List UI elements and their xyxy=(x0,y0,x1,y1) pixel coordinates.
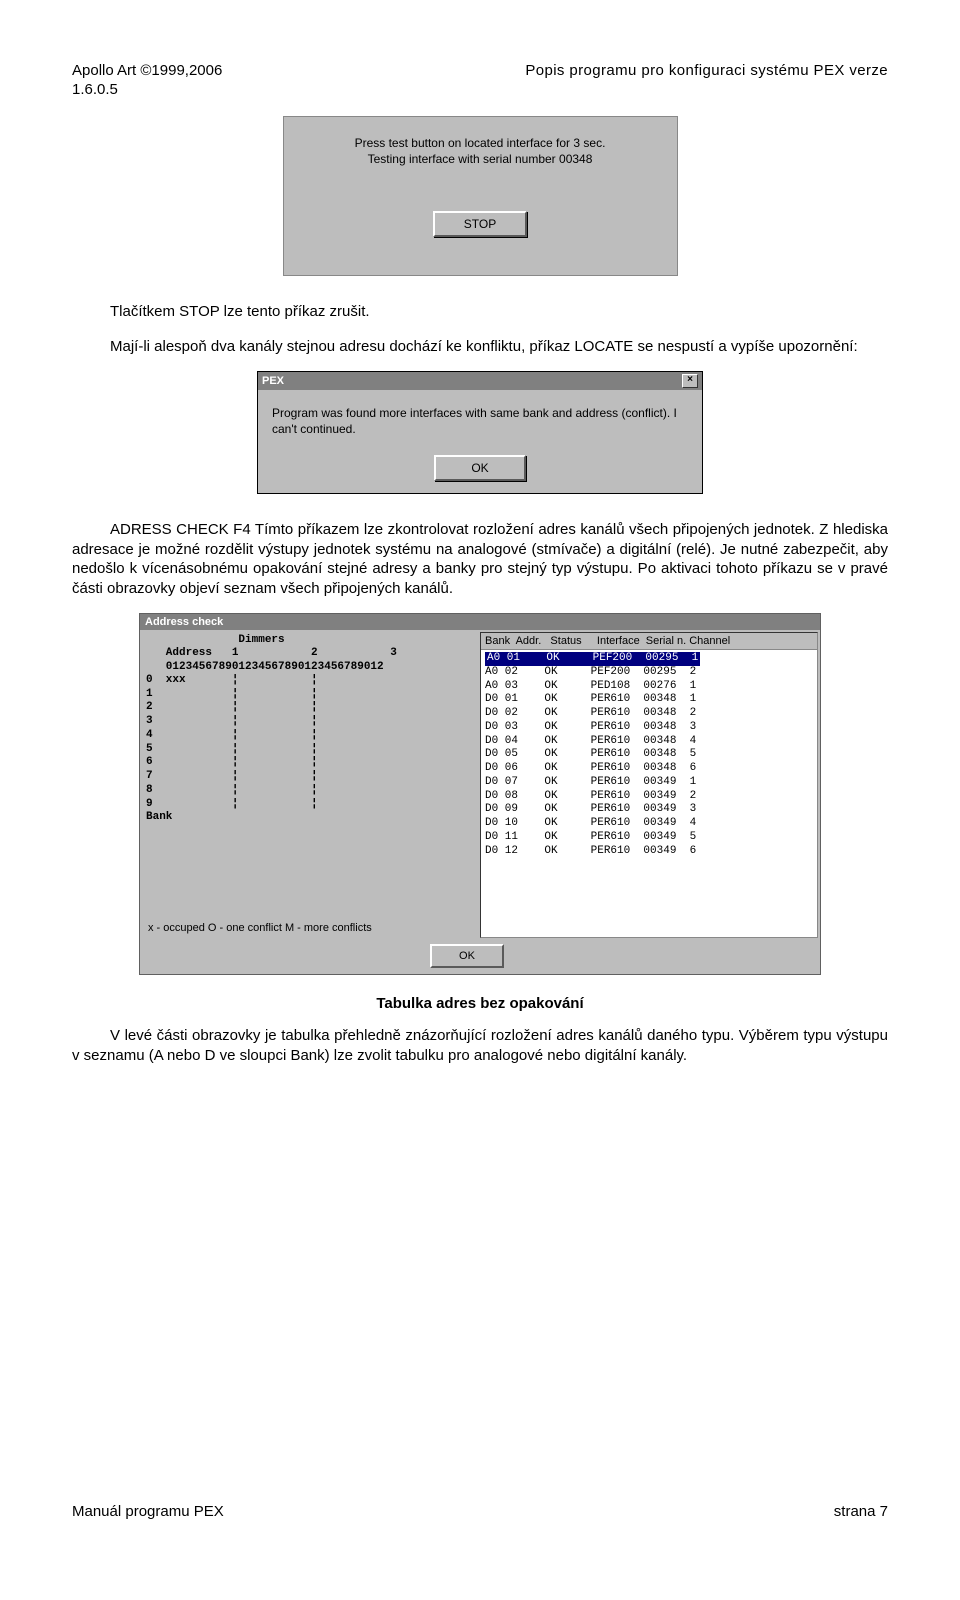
left-head1: Dimmers xyxy=(146,634,474,647)
paragraph-table-desc: V levé části obrazovky je tabulka přehle… xyxy=(72,1026,888,1065)
pex-dialog-body1: Program was found more interfaces with s… xyxy=(272,406,688,422)
list-item[interactable]: D0 11 OK PER610 00349 5 xyxy=(485,831,813,845)
page-header: Apollo Art ©1999,2006 Popis programu pro… xyxy=(72,62,888,79)
stop-button[interactable]: STOP xyxy=(433,211,527,237)
paragraph-adress-check: ADRESS CHECK F4 Tímto příkazem lze zkont… xyxy=(72,520,888,598)
list-item[interactable]: D0 02 OK PER610 00348 2 xyxy=(485,707,813,721)
testing-dialog: Press test button on located interface f… xyxy=(283,116,678,276)
ok-button[interactable]: OK xyxy=(434,455,526,481)
left-grid-row: 1 ¦ ¦ xyxy=(146,688,474,702)
header-copyright: Apollo Art ©1999,2006 xyxy=(72,62,222,79)
address-check-right-panel: Bank Addr. Status Interface Serial n. Ch… xyxy=(480,632,818,938)
left-head2: Address 1 2 3 xyxy=(146,647,474,660)
close-icon[interactable]: × xyxy=(682,374,698,388)
right-header: Bank Addr. Status Interface Serial n. Ch… xyxy=(481,633,817,650)
list-item[interactable]: D0 10 OK PER610 00349 4 xyxy=(485,817,813,831)
address-check-window: Address check Dimmers Address 1 2 3 0123… xyxy=(139,613,821,975)
list-item[interactable]: D0 06 OK PER610 00348 6 xyxy=(485,762,813,776)
list-item[interactable]: D0 05 OK PER610 00348 5 xyxy=(485,748,813,762)
left-grid-row: 8 ¦ ¦ xyxy=(146,784,474,798)
left-grid-row: 7 ¦ ¦ xyxy=(146,770,474,784)
list-item[interactable]: D0 04 OK PER610 00348 4 xyxy=(485,735,813,749)
list-item[interactable]: D0 12 OK PER610 00349 6 xyxy=(485,845,813,859)
left-bank-label: Bank xyxy=(146,811,474,824)
list-item[interactable]: D0 08 OK PER610 00349 2 xyxy=(485,790,813,804)
left-grid-row: 6 ¦ ¦ xyxy=(146,756,474,770)
testing-dialog-line2: Testing interface with serial number 003… xyxy=(355,151,606,167)
list-item[interactable]: A0 03 OK PED108 00276 1 xyxy=(485,680,813,694)
address-check-ok-button[interactable]: OK xyxy=(430,944,504,968)
pex-conflict-dialog: PEX × Program was found more interfaces … xyxy=(257,371,703,494)
address-check-title: Address check xyxy=(145,616,223,628)
paragraph-stop: Tlačítkem STOP lze tento příkaz zrušit. xyxy=(72,302,888,322)
left-grid-row: 5 ¦ ¦ xyxy=(146,743,474,757)
list-item[interactable]: D0 07 OK PER610 00349 1 xyxy=(485,776,813,790)
pex-dialog-title: PEX xyxy=(262,375,284,387)
list-item[interactable]: D0 03 OK PER610 00348 3 xyxy=(485,721,813,735)
footer-right: strana 7 xyxy=(834,1503,888,1520)
left-grid-row: 3 ¦ ¦ xyxy=(146,715,474,729)
pex-dialog-body2: can't continued. xyxy=(272,422,688,438)
left-grid-row: 4 ¦ ¦ xyxy=(146,729,474,743)
list-item[interactable]: A0 02 OK PEF200 00295 2 xyxy=(485,666,813,680)
left-grid-row: 0 xxx ¦ ¦ xyxy=(146,674,474,688)
footer-left: Manuál programu PEX xyxy=(72,1503,224,1520)
list-item[interactable]: A0 01 OK PEF200 00295 1 xyxy=(485,652,813,666)
list-item[interactable]: D0 09 OK PER610 00349 3 xyxy=(485,803,813,817)
left-grid-row: 2 ¦ ¦ xyxy=(146,701,474,715)
list-item[interactable]: D0 01 OK PER610 00348 1 xyxy=(485,693,813,707)
left-grid: 0 xxx ¦ ¦1 ¦ ¦2 ¦ ¦3 ¦ ¦4 ¦ ¦5 ¦ ¦6 ¦ ¦7… xyxy=(146,674,474,812)
paragraph-conflict: Mají-li alespoň dva kanály stejnou adres… xyxy=(72,337,888,357)
left-footnote: x - occuped O - one conflict M - more co… xyxy=(148,922,372,934)
page-footer: Manuál programu PEX strana 7 xyxy=(72,1503,888,1520)
left-head3: 012345678901234567890123456789012 xyxy=(146,661,474,674)
testing-dialog-line1: Press test button on located interface f… xyxy=(355,135,606,151)
header-title: Popis programu pro konfiguraci systému P… xyxy=(525,62,888,79)
table-caption: Tabulka adres bez opakování xyxy=(72,995,888,1012)
address-check-left-panel: Dimmers Address 1 2 3 012345678901234567… xyxy=(140,630,480,940)
header-version: 1.6.0.5 xyxy=(72,81,888,98)
left-grid-row: 9 ¦ ¦ xyxy=(146,798,474,812)
right-rows[interactable]: A0 01 OK PEF200 00295 1A0 02 OK PEF200 0… xyxy=(481,650,817,860)
